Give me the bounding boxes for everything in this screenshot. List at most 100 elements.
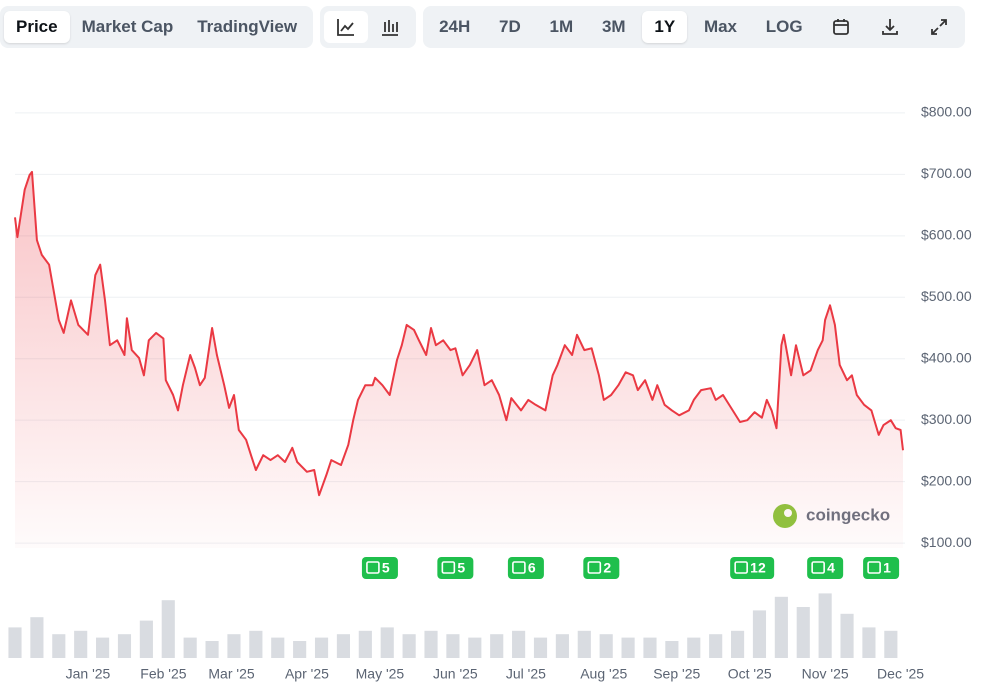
news-icon — [441, 561, 456, 574]
calendar-icon — [833, 19, 850, 35]
volume-bar — [555, 634, 569, 658]
price-line — [14, 170, 904, 497]
line-icon — [337, 19, 355, 36]
view-button[interactable]: Market Cap — [81, 17, 174, 36]
news-count: 5 — [457, 560, 465, 576]
range-button[interactable]: 3M — [601, 17, 626, 36]
volume-bar — [117, 634, 132, 658]
candle-chart-button[interactable] — [368, 11, 412, 43]
view-button[interactable]: Price — [4, 11, 70, 43]
news-count: 2 — [603, 560, 611, 576]
view-group: Price Market Cap TradingView — [0, 6, 314, 48]
volume-bar — [424, 630, 438, 658]
x-tick-label: Nov '25 — [802, 666, 849, 682]
news-marker[interactable]: 4 — [807, 557, 844, 579]
download-button[interactable] — [868, 11, 912, 43]
y-tick-label: $100.00 — [921, 534, 972, 550]
volume-bar — [402, 634, 416, 658]
x-tick-label: Mar '25 — [208, 666, 254, 682]
x-tick-label: Feb '25 — [140, 666, 186, 682]
range-button[interactable]: Max — [703, 17, 738, 36]
volume-bar — [30, 617, 44, 658]
range-button[interactable]: 1M — [549, 17, 574, 36]
x-tick-label: Jul '25 — [506, 666, 546, 682]
view-button[interactable]: TradingView — [197, 17, 298, 36]
x-tick-label: Apr '25 — [285, 666, 329, 682]
volume-bar — [336, 634, 351, 658]
news-icon — [587, 561, 602, 574]
volume-bar — [74, 630, 88, 658]
fullscreen-button[interactable] — [917, 11, 961, 43]
range-button[interactable]: LOG — [765, 17, 803, 36]
expand-icon — [931, 19, 947, 35]
news-count: 5 — [382, 560, 390, 576]
volume-bar — [446, 634, 460, 658]
volume-bar — [621, 637, 635, 658]
y-tick-label: $700.00 — [921, 165, 972, 181]
news-marker[interactable]: 5 — [437, 557, 474, 579]
news-marker[interactable]: 12 — [730, 557, 775, 579]
news-marker[interactable]: 1 — [863, 557, 900, 579]
volume-bar — [752, 610, 767, 658]
news-icon — [366, 561, 380, 574]
volume-bar — [774, 596, 788, 658]
volume-bar — [96, 637, 110, 658]
x-tick-label: Oct '25 — [728, 666, 772, 682]
volume-bar — [227, 634, 241, 658]
volume-bar — [687, 637, 701, 658]
volume-bar — [380, 627, 394, 658]
y-tick-label: $600.00 — [921, 227, 972, 243]
volume-bar — [709, 634, 723, 658]
x-tick-label: Jan '25 — [66, 666, 111, 682]
volume-bar — [205, 641, 219, 658]
x-tick-label: Dec '25 — [877, 666, 924, 682]
news-count: 4 — [827, 560, 835, 576]
range-group: 24H 7D 1M 3M 1Y Max LOG — [423, 6, 966, 48]
news-icon — [734, 561, 748, 574]
news-marker[interactable]: 6 — [507, 557, 544, 579]
volume-bar — [730, 630, 745, 658]
news-icon — [512, 561, 526, 574]
download-icon — [882, 19, 899, 35]
news-marker[interactable]: 5 — [361, 557, 398, 579]
volume-bar — [314, 637, 329, 658]
chart-style-group — [320, 6, 417, 48]
x-tick-label: Aug '25 — [580, 666, 627, 682]
volume-bar — [796, 607, 810, 658]
x-tick-label: Jun '25 — [433, 666, 478, 682]
volume-bar — [577, 630, 591, 658]
news-marker[interactable]: 2 — [583, 557, 620, 579]
volume-bar — [139, 620, 153, 658]
volume-bar — [512, 630, 526, 658]
volume-bar — [490, 634, 504, 658]
volume-bar — [665, 641, 679, 658]
volume-bar — [533, 637, 548, 658]
range-button[interactable]: 24H — [439, 17, 471, 36]
volume-bar — [161, 600, 175, 658]
news-count: 6 — [528, 560, 536, 576]
news-count: 12 — [750, 560, 766, 576]
news-icon — [811, 561, 825, 574]
volume-bar — [271, 637, 285, 658]
volume-bar — [840, 613, 854, 658]
y-tick-label: $800.00 — [921, 104, 972, 120]
volume-bar — [52, 634, 66, 658]
calendar-button[interactable] — [819, 11, 863, 43]
volume-bar — [643, 637, 657, 658]
volume-bar — [818, 593, 832, 658]
line-chart-button[interactable] — [324, 11, 369, 43]
range-button[interactable]: 1Y — [642, 11, 688, 43]
volume-bar — [358, 630, 372, 658]
x-tick-label: Sep '25 — [653, 666, 700, 682]
y-tick-label: $500.00 — [921, 288, 972, 304]
range-button[interactable]: 7D — [499, 17, 521, 36]
volume-bar — [293, 641, 307, 658]
news-count: 1 — [883, 560, 891, 576]
news-icon — [867, 561, 881, 574]
volume-bar — [599, 634, 613, 658]
price-area — [15, 171, 903, 548]
volume-bar — [8, 627, 22, 658]
y-tick-label: $300.00 — [921, 411, 972, 427]
toolbar: Price Market Cap TradingView 24H 7D 1M 3… — [0, 6, 966, 48]
